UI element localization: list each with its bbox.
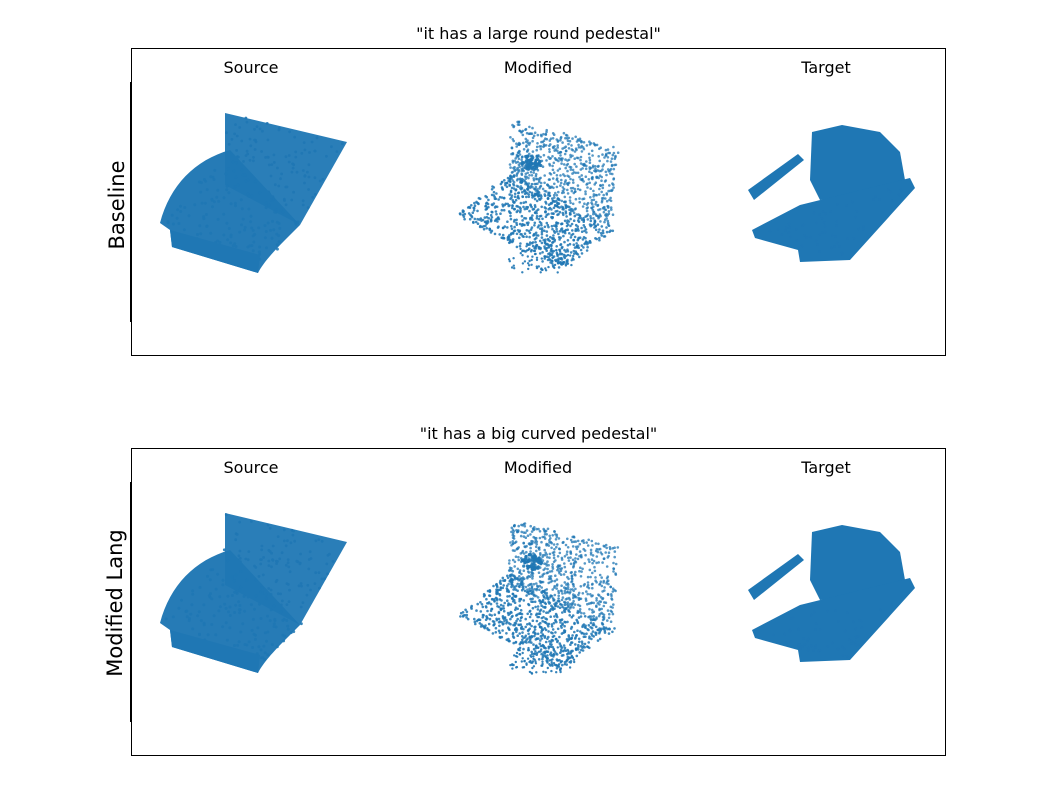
row-label-1: Baseline — [105, 160, 129, 250]
col-label-target-1: Target — [801, 58, 851, 77]
col-label-source-2: Source — [223, 458, 279, 477]
row-axis-line-1 — [130, 82, 131, 322]
col-label-modified-1: Modified — [503, 58, 573, 77]
point-cloud-source-2 — [160, 513, 347, 673]
col-label-modified-2: Modified — [503, 458, 573, 477]
point-cloud-modified-1 — [458, 120, 620, 274]
point-cloud-source-1 — [160, 113, 347, 273]
row-axis-line-2 — [130, 482, 131, 722]
panel-title-2: "it has a big curved pedestal" — [419, 424, 658, 443]
col-label-target-2: Target — [801, 458, 851, 477]
point-cloud-target-1 — [748, 125, 915, 262]
panel-frame-2 — [131, 448, 946, 756]
point-cloud-modified-2 — [459, 522, 620, 675]
row-label-2: Modified Lang — [103, 529, 127, 677]
col-label-source-1: Source — [223, 58, 279, 77]
panel-title-1: "it has a large round pedestal" — [416, 24, 661, 43]
panel-frame-1 — [131, 48, 946, 356]
point-cloud-target-2 — [748, 525, 915, 662]
